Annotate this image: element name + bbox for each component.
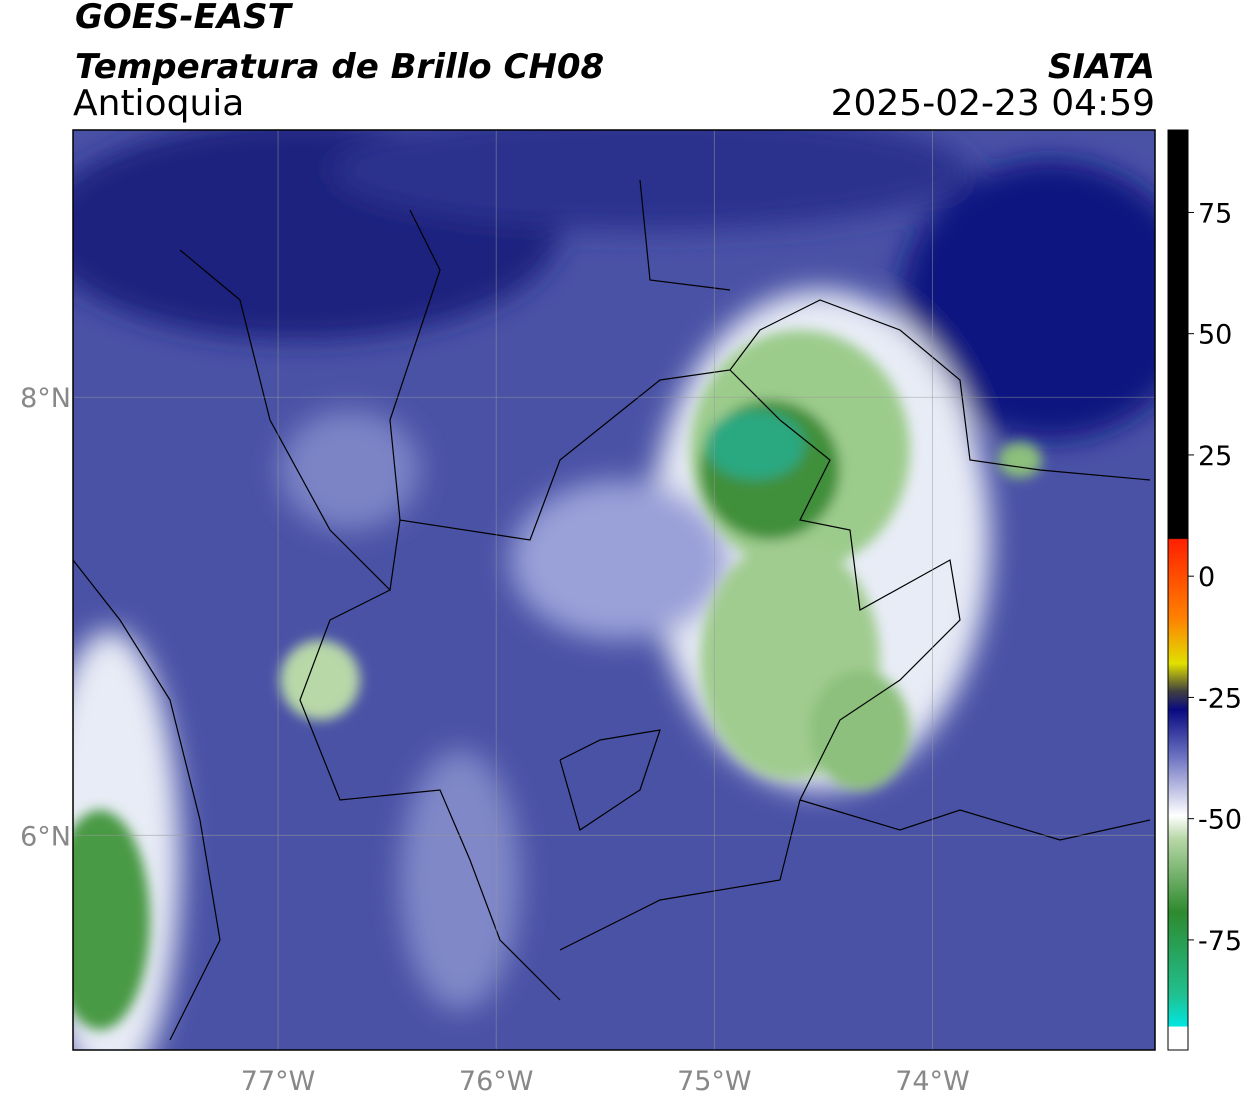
lon-tick-label: 74°W (895, 1066, 970, 1097)
colorbar-tick-label: -50 (1198, 805, 1242, 836)
lat-tick-label: 6°N (20, 821, 71, 852)
satellite-image (73, 130, 1155, 1050)
source-label: SIATA (1048, 47, 1155, 87)
graticule (73, 130, 1155, 1050)
colorbar-tick-label: -75 (1198, 926, 1242, 957)
cold-tops (73, 330, 1042, 1030)
borders (73, 179, 1151, 1041)
lon-tick-label: 77°W (241, 1066, 316, 1097)
colorbar-tick-label: 25 (1198, 441, 1232, 472)
lat-tick-label: 8°N (20, 383, 71, 414)
datetime-label: 2025-02-23 04:59 (831, 83, 1155, 124)
lon-tick-label: 75°W (677, 1066, 752, 1097)
colorbar (1167, 129, 1189, 1051)
colorbar-tick-label: 50 (1198, 320, 1232, 351)
colorbar-tick-label: 75 (1198, 198, 1232, 229)
lon-tick-label: 76°W (459, 1066, 534, 1097)
region-label: Antioquia (73, 83, 244, 124)
colorbar-tick-label: 0 (1198, 562, 1215, 593)
satellite-title: GOES-EAST (75, 0, 294, 37)
product-title: Temperatura de Brillo CH08 (75, 47, 604, 87)
map-frame (72, 129, 1156, 1051)
colorbar-tick-label: -25 (1198, 683, 1242, 714)
